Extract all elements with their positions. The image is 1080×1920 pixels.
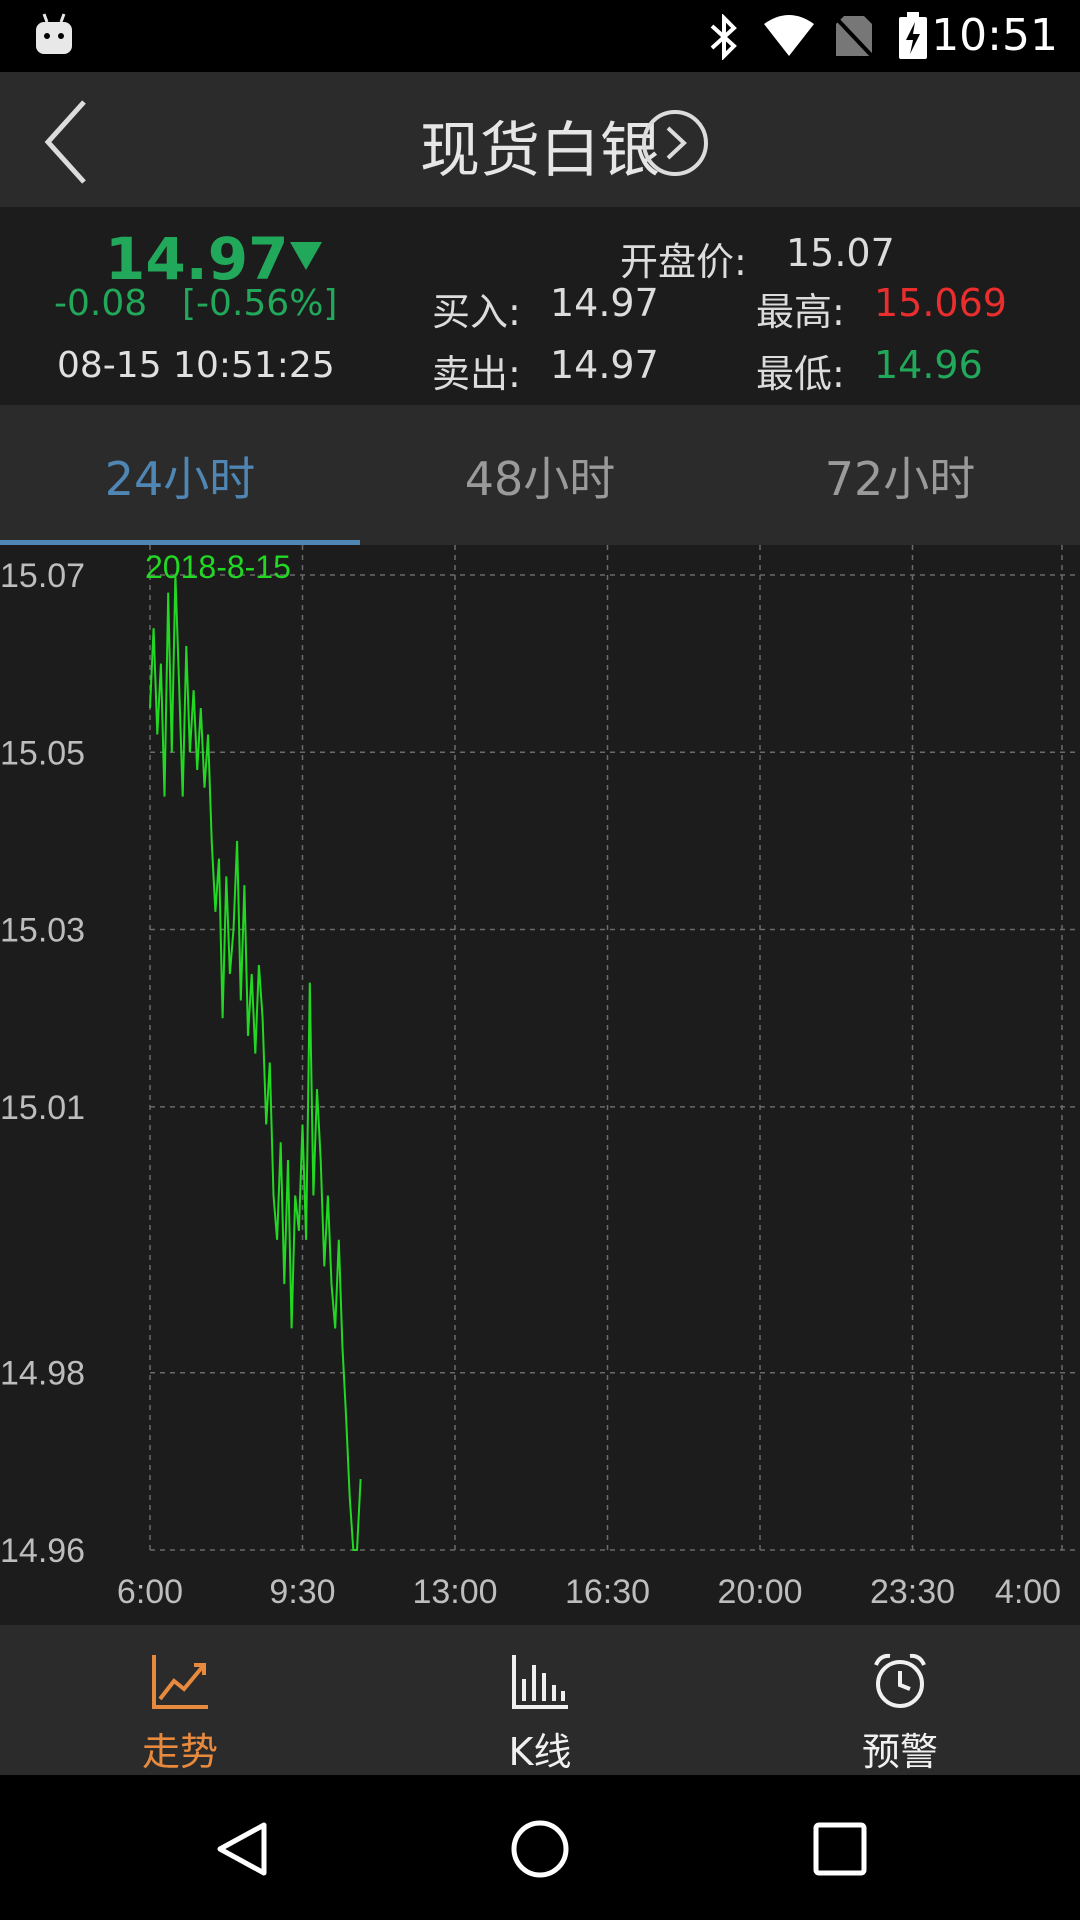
chevron-right-circle-icon[interactable] — [640, 108, 710, 178]
x-tick-label: 4:00 — [995, 1573, 1061, 1611]
page-title: 现货白银 — [420, 116, 660, 186]
price-change-percent: [-0.56%] — [182, 283, 338, 324]
high-value: 15.069 — [874, 281, 1007, 325]
y-tick-label: 15.07 — [0, 557, 85, 595]
high-label: 最高: — [756, 290, 845, 334]
chart-grid — [149, 545, 1080, 1554]
y-tick-label: 14.98 — [0, 1355, 85, 1393]
price-change: -0.08 — [54, 283, 148, 324]
open-value: 15.07 — [786, 231, 895, 275]
current-price: 14.97 — [105, 225, 289, 293]
no-sim-icon — [834, 16, 874, 58]
price-series-line — [149, 574, 362, 1551]
android-debug-icon — [36, 13, 72, 54]
system-home-icon[interactable] — [510, 1819, 570, 1879]
y-tick-label: 15.03 — [0, 912, 85, 950]
tab-48h[interactable]: 48小时 — [464, 452, 616, 506]
nav-alert-label: 预警 — [861, 1730, 938, 1774]
time-range-tabs: 24小时 48小时 72小时 — [0, 405, 1080, 550]
tab-72h[interactable]: 72小时 — [824, 452, 976, 506]
system-recents-icon[interactable] — [812, 1821, 868, 1877]
x-tick-label: 23:30 — [870, 1573, 955, 1611]
y-axis-ticks: 15.07 15.05 15.03 15.01 14.98 14.96 — [0, 557, 85, 1570]
battery-charging-icon — [899, 12, 927, 59]
back-icon[interactable] — [30, 92, 110, 192]
down-triangle-icon — [290, 242, 322, 270]
x-tick-label: 13:00 — [412, 1573, 497, 1611]
buy-value: 14.97 — [550, 281, 659, 325]
low-label: 最低: — [756, 352, 845, 396]
nav-trend-label: 走势 — [141, 1730, 218, 1774]
bluetooth-icon — [710, 14, 737, 60]
sell-value: 14.97 — [550, 343, 659, 387]
header: 现货白银 — [0, 72, 1080, 207]
x-tick-label: 16:30 — [565, 1573, 650, 1611]
status-time: 10:51 — [931, 10, 1058, 61]
x-tick-label: 20:00 — [717, 1573, 802, 1611]
tab-24h[interactable]: 24小时 — [104, 452, 256, 506]
price-trend-chart[interactable]: 15.07 15.05 15.03 15.01 14.98 14.96 6:00 9:30 1… — [0, 545, 1080, 1625]
open-label: 开盘价: — [620, 240, 747, 284]
x-tick-label: 9:30 — [269, 1573, 335, 1611]
x-tick-label: 6:00 — [117, 1573, 183, 1611]
nav-trend[interactable]: 走势 — [0, 1625, 360, 1775]
sell-label: 卖出: — [432, 352, 521, 396]
bottom-nav: 走势 K线 预警 — [0, 1625, 1080, 1775]
system-back-icon[interactable] — [214, 1821, 270, 1877]
kline-icon — [512, 1655, 568, 1709]
y-tick-label: 15.05 — [0, 734, 85, 772]
alarm-icon — [874, 1653, 926, 1708]
status-bar: 10:51 — [0, 0, 1080, 72]
nav-kline-label: K线 — [508, 1730, 572, 1774]
y-tick-label: 14.96 — [0, 1532, 85, 1570]
buy-label: 买入: — [432, 290, 521, 334]
trend-icon — [152, 1655, 208, 1709]
quote-datetime: 08-15 10:51:25 — [57, 345, 335, 386]
chart-date-annotation: 2018-8-15 — [145, 549, 291, 585]
wifi-icon — [764, 15, 814, 56]
x-axis-ticks: 6:00 9:30 13:00 16:30 20:00 23:30 4:00 — [117, 1573, 1061, 1611]
low-value: 14.96 — [874, 343, 983, 387]
nav-kline[interactable]: K线 — [360, 1625, 720, 1775]
quote-panel: 14.97 -0.08 [-0.56%] 08-15 10:51:25 开盘价:… — [0, 207, 1080, 405]
nav-alert[interactable]: 预警 — [720, 1625, 1080, 1775]
y-tick-label: 15.01 — [0, 1089, 85, 1127]
system-nav-bar — [0, 1775, 1080, 1920]
